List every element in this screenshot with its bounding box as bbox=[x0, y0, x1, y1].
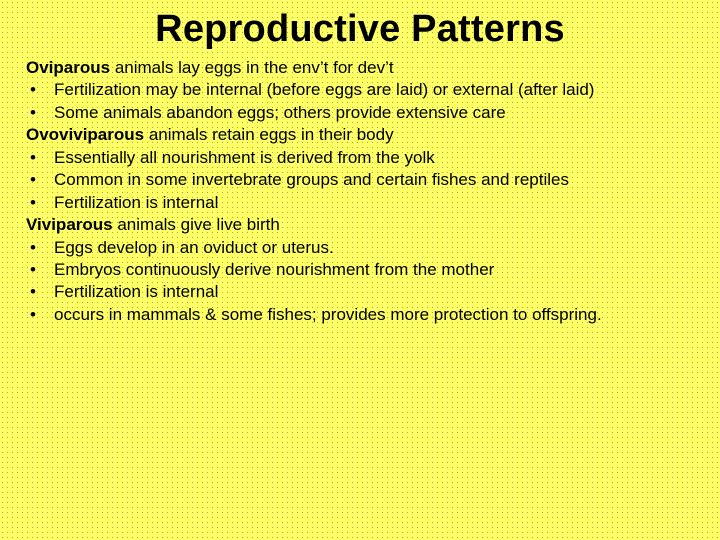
term: Ovoviviparous bbox=[26, 125, 144, 144]
slide-title: Reproductive Patterns bbox=[24, 8, 696, 51]
list-item: Fertilization is internal bbox=[24, 192, 696, 214]
list-item: Essentially all nourishment is derived f… bbox=[24, 147, 696, 169]
slide-content: Oviparous animals lay eggs in the env’t … bbox=[24, 57, 696, 326]
list-item: Common in some invertebrate groups and c… bbox=[24, 169, 696, 191]
intro-rest: animals give live birth bbox=[113, 215, 280, 234]
section-intro: Ovoviviparous animals retain eggs in the… bbox=[24, 124, 696, 146]
intro-rest: animals retain eggs in their body bbox=[144, 125, 393, 144]
list-item: Fertilization may be internal (before eg… bbox=[24, 79, 696, 101]
list-item: Eggs develop in an oviduct or uterus. bbox=[24, 237, 696, 259]
bullet-list: Eggs develop in an oviduct or uterus. Em… bbox=[24, 237, 696, 327]
list-item: Embryos continuously derive nourishment … bbox=[24, 259, 696, 281]
list-item: occurs in mammals & some fishes; provide… bbox=[24, 304, 696, 326]
term: Oviparous bbox=[26, 58, 110, 77]
section-intro: Oviparous animals lay eggs in the env’t … bbox=[24, 57, 696, 79]
bullet-list: Essentially all nourishment is derived f… bbox=[24, 147, 696, 214]
list-item: Fertilization is internal bbox=[24, 281, 696, 303]
bullet-list: Fertilization may be internal (before eg… bbox=[24, 79, 696, 124]
slide: Reproductive Patterns Oviparous animals … bbox=[0, 0, 720, 540]
section-intro: Viviparous animals give live birth bbox=[24, 214, 696, 236]
list-item: Some animals abandon eggs; others provid… bbox=[24, 102, 696, 124]
term: Viviparous bbox=[26, 215, 113, 234]
intro-rest: animals lay eggs in the env’t for dev’t bbox=[110, 58, 393, 77]
